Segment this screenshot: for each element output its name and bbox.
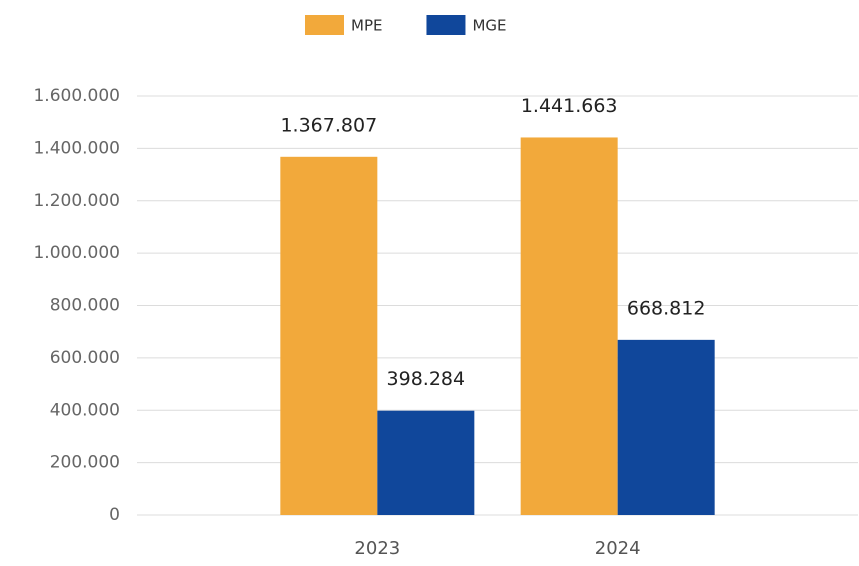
legend-label[interactable]: MGE (472, 17, 506, 35)
bar (280, 156, 378, 515)
value-label: 1.441.663 (521, 95, 618, 117)
y-tick-label: 0 (109, 505, 120, 525)
x-tick-label: 2024 (595, 538, 641, 559)
y-tick-label: 200.000 (50, 453, 120, 473)
y-tick-label: 600.000 (50, 348, 120, 368)
y-tick-label: 1.600.000 (33, 86, 120, 106)
legend-swatch[interactable] (305, 15, 344, 35)
value-label: 668.812 (627, 297, 706, 319)
y-tick-label: 400.000 (50, 400, 120, 420)
legend-swatch[interactable] (426, 15, 466, 35)
value-label: 398.284 (387, 368, 466, 390)
y-tick-label: 800.000 (50, 296, 120, 316)
x-tick-label: 2023 (354, 538, 400, 559)
y-tick-label: 1.200.000 (33, 191, 120, 211)
y-tick-label: 1.000.000 (33, 243, 120, 263)
value-label: 1.367.807 (280, 114, 377, 136)
bar (377, 410, 475, 515)
bar (520, 137, 618, 515)
legend-label[interactable]: MPE (351, 17, 382, 35)
bar (617, 339, 715, 515)
y-tick-label: 1.400.000 (33, 138, 120, 158)
